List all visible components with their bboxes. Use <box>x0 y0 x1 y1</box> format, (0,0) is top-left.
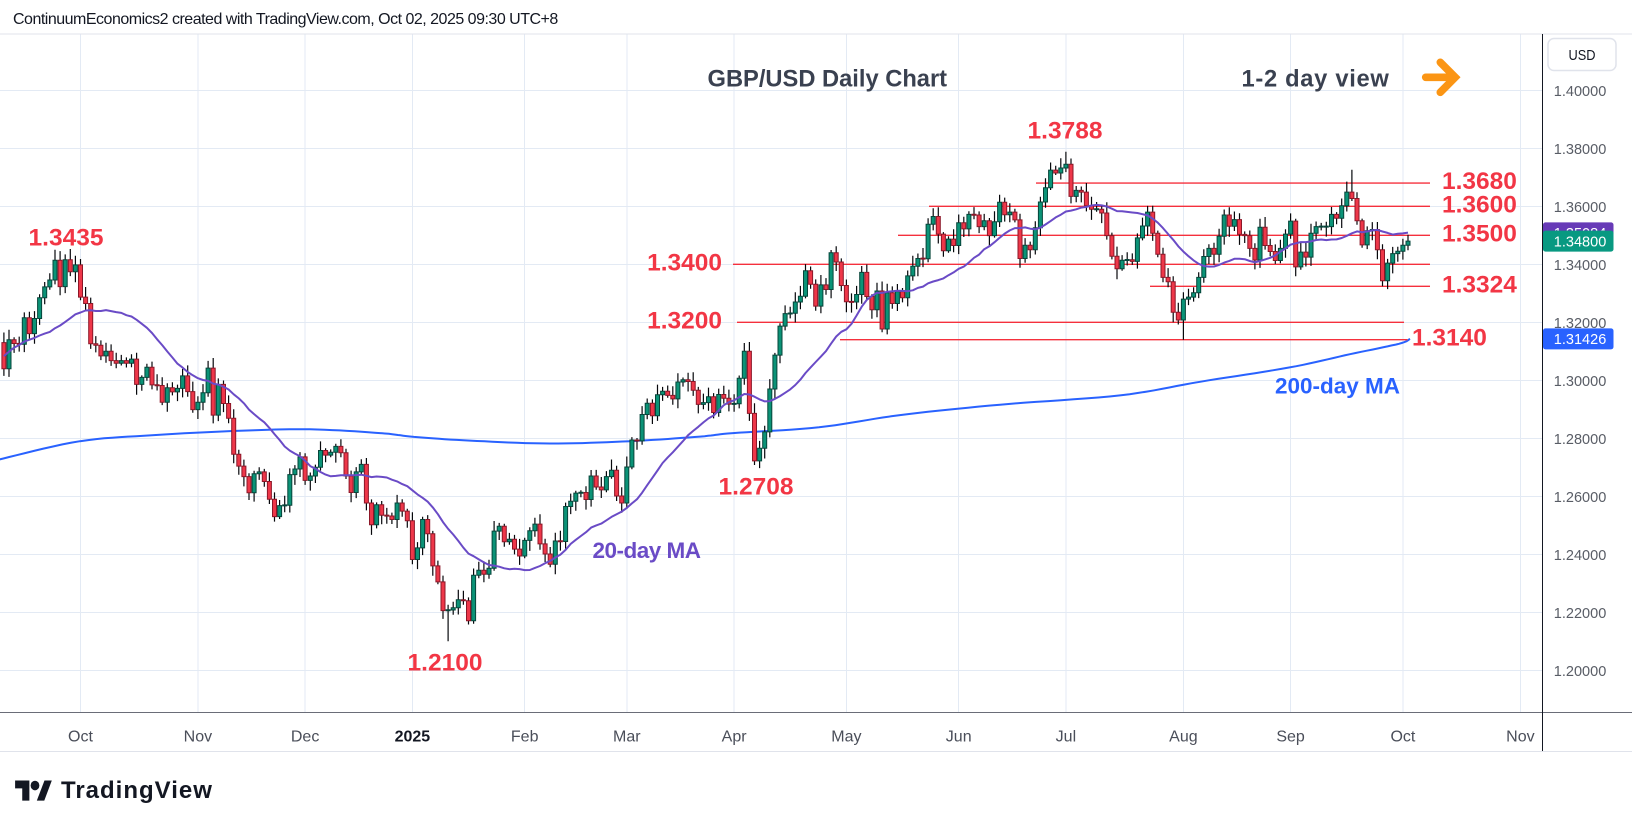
svg-text:ContinuumEconomics2 created wi: ContinuumEconomics2 created with Trading… <box>13 11 558 28</box>
svg-text:1.3400: 1.3400 <box>647 249 722 276</box>
svg-text:Jun: Jun <box>946 729 972 746</box>
svg-text:Sep: Sep <box>1276 729 1305 746</box>
svg-text:Nov: Nov <box>184 729 212 746</box>
svg-text:1-2 day view: 1-2 day view <box>1242 67 1390 93</box>
svg-text:TradingView: TradingView <box>61 777 213 804</box>
svg-text:1.3680: 1.3680 <box>1442 168 1517 195</box>
svg-text:USD: USD <box>1569 48 1596 64</box>
svg-text:1.34000: 1.34000 <box>1554 257 1607 274</box>
svg-text:1.2708: 1.2708 <box>719 474 794 501</box>
svg-text:1.40000: 1.40000 <box>1554 83 1607 100</box>
svg-text:1.3435: 1.3435 <box>29 225 104 252</box>
svg-text:1.20000: 1.20000 <box>1554 663 1607 680</box>
svg-text:1.3788: 1.3788 <box>1028 118 1103 145</box>
svg-text:1.38000: 1.38000 <box>1554 141 1607 158</box>
svg-text:Oct: Oct <box>1390 729 1415 746</box>
svg-text:1.34800: 1.34800 <box>1554 233 1607 250</box>
svg-text:Oct: Oct <box>68 729 93 746</box>
svg-text:Nov: Nov <box>1506 729 1534 746</box>
svg-text:Feb: Feb <box>511 729 539 746</box>
svg-text:1.26000: 1.26000 <box>1554 489 1607 506</box>
svg-text:200-day MA: 200-day MA <box>1275 374 1400 399</box>
svg-text:1.28000: 1.28000 <box>1554 431 1607 448</box>
svg-text:May: May <box>831 729 861 746</box>
svg-text:1.32000: 1.32000 <box>1554 315 1607 332</box>
svg-text:1.22000: 1.22000 <box>1554 605 1607 622</box>
svg-text:20-day MA: 20-day MA <box>592 538 700 563</box>
svg-text:1.3140: 1.3140 <box>1412 325 1487 352</box>
svg-text:Jul: Jul <box>1056 729 1076 746</box>
svg-text:1.24000: 1.24000 <box>1554 547 1607 564</box>
svg-text:1.3600: 1.3600 <box>1442 191 1517 218</box>
svg-text:Dec: Dec <box>291 729 319 746</box>
svg-text:1.3324: 1.3324 <box>1442 271 1517 298</box>
svg-text:1.31426: 1.31426 <box>1554 331 1607 348</box>
svg-text:1.36000: 1.36000 <box>1554 199 1607 216</box>
svg-text:GBP/USD Daily Chart: GBP/USD Daily Chart <box>708 67 948 93</box>
svg-text:1.2100: 1.2100 <box>408 650 483 677</box>
svg-text:Aug: Aug <box>1169 729 1197 746</box>
svg-text:1.30000: 1.30000 <box>1554 373 1607 390</box>
svg-text:Apr: Apr <box>722 729 748 746</box>
svg-text:1.3200: 1.3200 <box>647 307 722 334</box>
svg-text:1.3500: 1.3500 <box>1442 220 1517 247</box>
svg-text:Mar: Mar <box>613 729 641 746</box>
svg-text:2025: 2025 <box>395 729 431 746</box>
